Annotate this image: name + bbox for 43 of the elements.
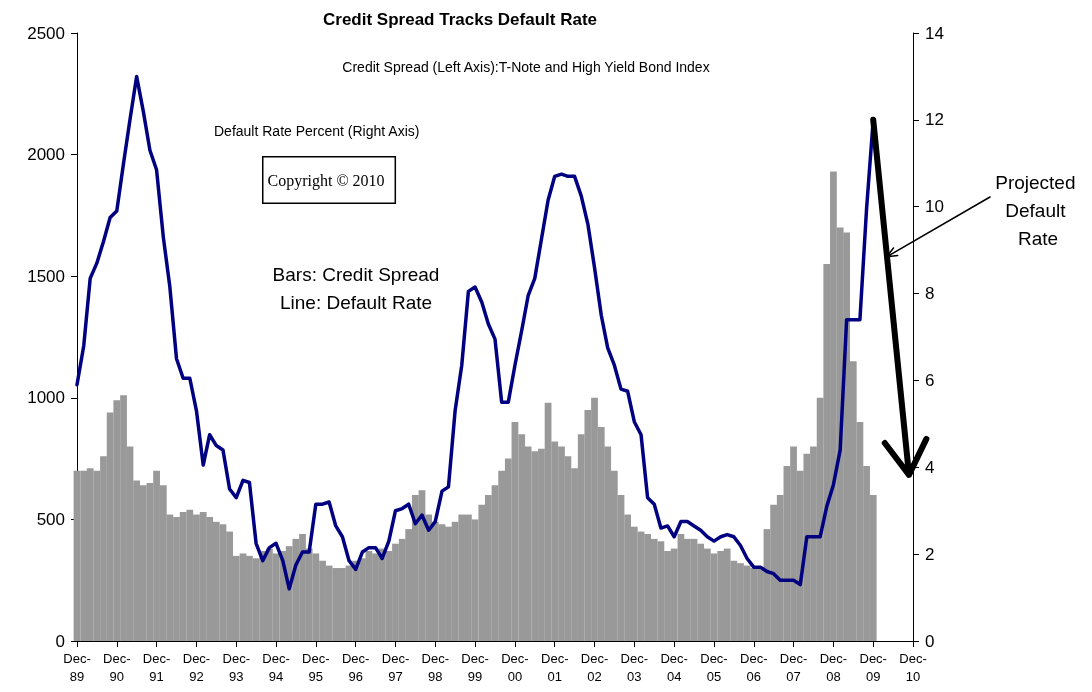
text: Credit Spread (Left Axis):T-Note and High Yield Bond Index bbox=[342, 59, 710, 75]
annotation: Bars: Credit Spread bbox=[272, 263, 440, 285]
x-tick-label: Dec-95 bbox=[302, 650, 330, 684]
x-tick-label: Dec-03 bbox=[620, 650, 649, 684]
x-tick-label: Dec-97 bbox=[381, 650, 410, 684]
x-tick-label: Dec-99 bbox=[461, 650, 489, 684]
x-tick-label: Dec-91 bbox=[142, 650, 171, 684]
x-tick-label: Dec-01 bbox=[541, 650, 569, 684]
x-tick-label: Dec-02 bbox=[580, 650, 609, 684]
x-tick-label: Dec-92 bbox=[182, 650, 211, 684]
y-tick-label: 0 bbox=[55, 631, 65, 651]
y2-tick-label: 0 bbox=[925, 631, 935, 651]
x-tick-label: Dec-93 bbox=[222, 650, 250, 684]
y-tick-label: 1000 bbox=[27, 388, 65, 408]
y2-tick-label: 8 bbox=[925, 284, 935, 304]
x-tick-label: Dec-00 bbox=[501, 650, 529, 684]
annotation: Copyright © 2010 bbox=[267, 171, 385, 190]
x-tick-label: Dec-96 bbox=[341, 650, 370, 684]
x-tick-label: Dec-06 bbox=[740, 650, 768, 684]
x-tick-label: Dec-08 bbox=[819, 650, 848, 684]
annotation: Line: Default Rate bbox=[279, 291, 433, 313]
x-tick-label: Dec-94 bbox=[262, 650, 290, 684]
x-tick-label: Dec-10 bbox=[899, 650, 927, 684]
x-tick-label: Dec-90 bbox=[103, 650, 131, 684]
x-tick-label: Dec-07 bbox=[779, 650, 808, 684]
y2-tick-label: 14 bbox=[925, 23, 944, 43]
y-tick-label: 2000 bbox=[27, 145, 65, 165]
y-tick-label: 500 bbox=[36, 509, 65, 529]
x-tick-label: Dec-04 bbox=[660, 650, 688, 684]
x-tick-label: Dec-89 bbox=[63, 650, 91, 684]
text: Projected Default Rate bbox=[995, 171, 1081, 249]
annotation: Default Rate Percent (Right Axis) bbox=[214, 122, 420, 139]
y2-tick-label: 10 bbox=[925, 197, 944, 217]
y2-tick-label: 6 bbox=[925, 370, 935, 390]
y-tick-label: 1500 bbox=[27, 266, 65, 286]
y-tick-label: 2500 bbox=[27, 23, 65, 43]
x-tick-label: Dec-98 bbox=[421, 650, 449, 684]
x-tick-label: Dec-09 bbox=[859, 650, 887, 684]
y2-tick-label: 2 bbox=[925, 544, 935, 564]
x-tick-label: Dec-05 bbox=[700, 650, 728, 684]
chart-title: Credit Spread Tracks Default Rate bbox=[323, 10, 597, 29]
y2-tick-label: 12 bbox=[925, 110, 944, 130]
y2-tick-label: 4 bbox=[925, 457, 935, 477]
